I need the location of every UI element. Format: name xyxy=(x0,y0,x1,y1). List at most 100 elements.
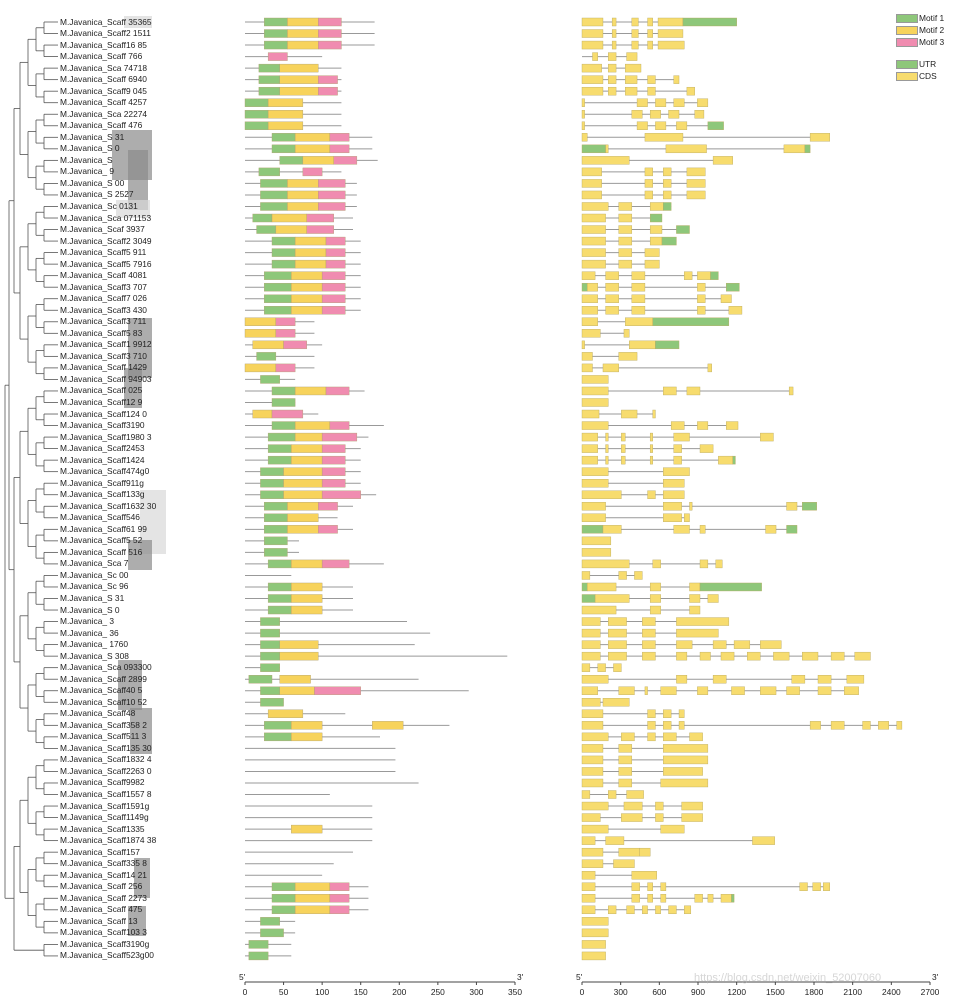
motif-tick-label: 350 xyxy=(508,987,522,997)
gene-label: M.Javanica_Sca 7 xyxy=(60,558,129,569)
cds-box xyxy=(699,444,714,453)
motif-3-box xyxy=(321,271,346,280)
motif-2-box xyxy=(291,294,323,303)
cds-box xyxy=(605,836,625,845)
motif-1-box xyxy=(248,951,269,961)
motif-2-box xyxy=(279,675,311,684)
cds-box xyxy=(581,871,596,880)
motif-2-box xyxy=(279,86,319,96)
cds-box xyxy=(660,894,667,903)
cds-box xyxy=(608,628,627,638)
motif-2-box xyxy=(283,467,323,476)
cds-box xyxy=(673,432,690,442)
cds-box xyxy=(581,317,598,326)
cds-box xyxy=(896,721,903,730)
cds-box xyxy=(663,767,703,776)
motif-1-box xyxy=(271,248,296,257)
cds-box xyxy=(613,663,622,672)
motif-2-box xyxy=(287,513,319,522)
cds-box xyxy=(581,559,630,569)
cds-box xyxy=(581,951,606,961)
motif-2-box xyxy=(291,824,323,834)
motif-2-box xyxy=(287,502,319,511)
motif-1-box xyxy=(260,640,280,649)
motif-1-box xyxy=(271,905,296,915)
cds-box xyxy=(791,675,806,684)
cds-box xyxy=(663,479,685,488)
cds-box xyxy=(631,110,643,119)
gene-label: M.Javanica_Scaff 475 xyxy=(60,904,143,915)
cds-box xyxy=(581,755,604,765)
motif-2-box xyxy=(244,363,277,373)
motif-2-box xyxy=(267,110,304,119)
motif-2-box xyxy=(294,905,331,915)
cds-box xyxy=(581,663,591,672)
motif-1-box xyxy=(252,213,273,223)
cds-box xyxy=(697,306,706,315)
motif-1-box xyxy=(264,294,292,303)
cds-box xyxy=(663,513,682,522)
cds-box xyxy=(629,340,656,350)
motif-2-box xyxy=(267,709,304,718)
gene-label-column: M.Javanica_Scaff 35365 M.Javanica_Scaff2 … xyxy=(0,0,240,1000)
gene-structure-panel xyxy=(581,17,903,961)
motif-1-box xyxy=(271,882,296,891)
motif-tick-label: 100 xyxy=(315,987,329,997)
gene-start-label: 5' xyxy=(576,972,583,982)
cds-box xyxy=(581,340,585,350)
cds-box xyxy=(618,236,633,246)
cds-box xyxy=(817,686,832,695)
cds-box xyxy=(720,894,732,903)
cds-box xyxy=(597,663,606,672)
motif-1-box xyxy=(264,536,288,546)
cds-box xyxy=(689,732,703,742)
cds-box xyxy=(581,17,604,27)
motif-2-box xyxy=(267,98,304,107)
cds-box xyxy=(644,167,654,177)
cds-box xyxy=(652,409,656,419)
redaction-block xyxy=(128,150,148,210)
legend-label: CDS xyxy=(919,71,937,81)
gene-label: M.Javanica_Scaff5 911 xyxy=(60,247,147,258)
cds-box xyxy=(647,490,656,499)
cds-box xyxy=(844,686,859,695)
gene-label: M.Javanica_Scaff5 83 xyxy=(60,327,143,338)
cds-box xyxy=(697,294,706,303)
motif-3-box xyxy=(275,329,296,338)
gene-label: M.Javanica_S 0 xyxy=(60,604,120,615)
cds-box xyxy=(611,29,617,38)
cds-box xyxy=(581,847,604,857)
motif-3-box xyxy=(329,133,350,142)
cds-box xyxy=(697,271,711,280)
cds-box xyxy=(605,306,619,315)
cds-box xyxy=(684,513,690,522)
gene-label: M.Javanica_Scaff1424 xyxy=(60,454,145,465)
gene-label: M.Javanica_Scaff2263 0 xyxy=(60,765,152,776)
utr-box xyxy=(699,582,762,592)
gene-label: M.Javanica_Scaff1874 38 xyxy=(60,835,157,846)
motif-2-box xyxy=(294,133,331,142)
cds-box xyxy=(681,813,703,822)
cds-box xyxy=(647,709,656,718)
cds-box xyxy=(581,29,604,38)
motif-1-box xyxy=(256,352,277,361)
gene-end-label: 3' xyxy=(932,972,939,982)
motif-1-box xyxy=(271,894,296,903)
gene-structure-axis: 0 300 600 900 1200 1500 1800 2100 2400 2700 5' 3' xyxy=(576,972,940,997)
cds-box xyxy=(625,317,653,326)
cds-box xyxy=(663,179,672,188)
motif-1-box xyxy=(260,490,284,499)
motif-1-box xyxy=(260,928,284,938)
cds-box xyxy=(644,133,684,142)
cds-box xyxy=(581,386,609,396)
motif-1-box xyxy=(264,732,292,742)
gene-tick-label: 2700 xyxy=(921,987,940,997)
cds-box xyxy=(605,444,609,453)
gene-label: M.Javanica_Scaff 1429 xyxy=(60,362,147,373)
cds-box xyxy=(581,502,606,511)
motif-1-box xyxy=(271,236,296,246)
cds-box xyxy=(581,63,602,73)
motif-2-box xyxy=(287,179,319,188)
utr-box xyxy=(786,525,798,534)
motif-2-box xyxy=(279,75,319,84)
